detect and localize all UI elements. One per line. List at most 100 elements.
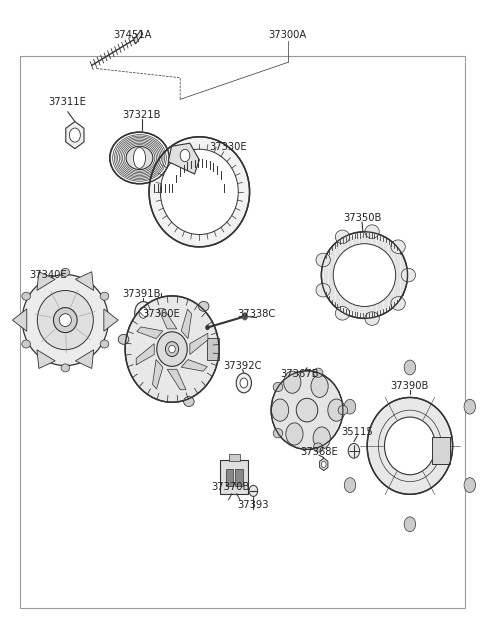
Circle shape bbox=[205, 325, 209, 330]
Circle shape bbox=[348, 444, 360, 458]
Ellipse shape bbox=[296, 399, 318, 422]
Ellipse shape bbox=[110, 132, 169, 184]
Text: 37367B: 37367B bbox=[281, 369, 319, 379]
Ellipse shape bbox=[338, 405, 348, 415]
Polygon shape bbox=[12, 309, 27, 331]
Bar bbox=[235, 468, 243, 486]
Circle shape bbox=[272, 399, 288, 421]
Ellipse shape bbox=[133, 148, 145, 169]
Text: 37393: 37393 bbox=[238, 500, 269, 510]
Ellipse shape bbox=[126, 146, 153, 169]
Text: 37340E: 37340E bbox=[30, 270, 67, 280]
Circle shape bbox=[328, 399, 345, 421]
Bar bbox=[226, 468, 233, 486]
Polygon shape bbox=[158, 308, 177, 329]
Text: 37338C: 37338C bbox=[238, 309, 276, 319]
Polygon shape bbox=[75, 272, 94, 290]
Polygon shape bbox=[320, 458, 328, 470]
FancyBboxPatch shape bbox=[20, 56, 465, 608]
Circle shape bbox=[464, 478, 476, 493]
Circle shape bbox=[249, 485, 258, 496]
Ellipse shape bbox=[157, 332, 187, 366]
Text: 37321B: 37321B bbox=[122, 110, 161, 120]
Circle shape bbox=[135, 302, 152, 324]
Circle shape bbox=[240, 378, 248, 388]
Ellipse shape bbox=[22, 340, 30, 348]
Polygon shape bbox=[153, 360, 163, 389]
Text: 37330E: 37330E bbox=[209, 142, 247, 153]
Circle shape bbox=[404, 360, 416, 375]
Ellipse shape bbox=[61, 268, 70, 276]
Ellipse shape bbox=[59, 314, 72, 326]
Ellipse shape bbox=[22, 274, 108, 366]
Ellipse shape bbox=[401, 268, 416, 282]
Polygon shape bbox=[75, 350, 94, 368]
Polygon shape bbox=[37, 272, 55, 290]
Text: 37311E: 37311E bbox=[49, 98, 86, 108]
Circle shape bbox=[70, 128, 80, 142]
Ellipse shape bbox=[333, 243, 396, 307]
Text: 37451A: 37451A bbox=[113, 30, 152, 40]
Bar bbox=[207, 338, 219, 360]
Text: 37370B: 37370B bbox=[211, 481, 250, 491]
Circle shape bbox=[344, 478, 356, 493]
Text: 37360E: 37360E bbox=[142, 309, 180, 319]
Ellipse shape bbox=[365, 312, 379, 325]
Ellipse shape bbox=[169, 345, 175, 353]
Polygon shape bbox=[181, 360, 207, 371]
Text: 37350B: 37350B bbox=[343, 213, 381, 222]
Circle shape bbox=[236, 373, 252, 393]
Circle shape bbox=[344, 399, 356, 414]
Ellipse shape bbox=[322, 232, 408, 318]
Polygon shape bbox=[37, 350, 55, 368]
Circle shape bbox=[180, 150, 190, 162]
Ellipse shape bbox=[22, 292, 30, 300]
Ellipse shape bbox=[53, 308, 77, 332]
Circle shape bbox=[313, 427, 330, 449]
Ellipse shape bbox=[313, 443, 323, 452]
Polygon shape bbox=[167, 370, 186, 390]
Polygon shape bbox=[104, 309, 118, 331]
Circle shape bbox=[286, 423, 303, 445]
Ellipse shape bbox=[365, 225, 379, 239]
Polygon shape bbox=[137, 327, 163, 339]
Text: 35115: 35115 bbox=[341, 427, 373, 438]
Ellipse shape bbox=[118, 334, 129, 344]
Circle shape bbox=[242, 313, 248, 320]
Ellipse shape bbox=[273, 429, 283, 438]
Text: 37368E: 37368E bbox=[300, 447, 338, 457]
Text: 37391B: 37391B bbox=[122, 289, 161, 298]
Ellipse shape bbox=[149, 137, 250, 247]
Circle shape bbox=[464, 399, 476, 414]
Ellipse shape bbox=[367, 397, 453, 494]
Ellipse shape bbox=[271, 371, 343, 449]
Bar bbox=[220, 460, 248, 494]
Ellipse shape bbox=[100, 340, 109, 348]
Ellipse shape bbox=[391, 297, 405, 310]
Bar bbox=[228, 454, 240, 461]
Ellipse shape bbox=[336, 307, 349, 320]
Circle shape bbox=[404, 517, 416, 531]
Ellipse shape bbox=[100, 292, 109, 300]
Circle shape bbox=[322, 461, 326, 467]
Text: 37390B: 37390B bbox=[391, 381, 429, 391]
Polygon shape bbox=[136, 344, 154, 365]
Circle shape bbox=[311, 375, 328, 397]
Ellipse shape bbox=[160, 149, 238, 234]
Polygon shape bbox=[190, 333, 208, 355]
Ellipse shape bbox=[316, 284, 330, 297]
Polygon shape bbox=[66, 122, 84, 149]
Polygon shape bbox=[181, 309, 192, 339]
Circle shape bbox=[284, 371, 301, 393]
Ellipse shape bbox=[125, 296, 219, 402]
Circle shape bbox=[139, 307, 148, 318]
Ellipse shape bbox=[336, 230, 349, 243]
Ellipse shape bbox=[391, 240, 405, 253]
Text: 37300A: 37300A bbox=[269, 30, 307, 40]
Bar bbox=[432, 437, 450, 464]
Ellipse shape bbox=[273, 383, 283, 392]
Ellipse shape bbox=[184, 397, 194, 407]
Ellipse shape bbox=[37, 290, 93, 350]
Ellipse shape bbox=[313, 368, 323, 378]
Ellipse shape bbox=[198, 302, 209, 311]
